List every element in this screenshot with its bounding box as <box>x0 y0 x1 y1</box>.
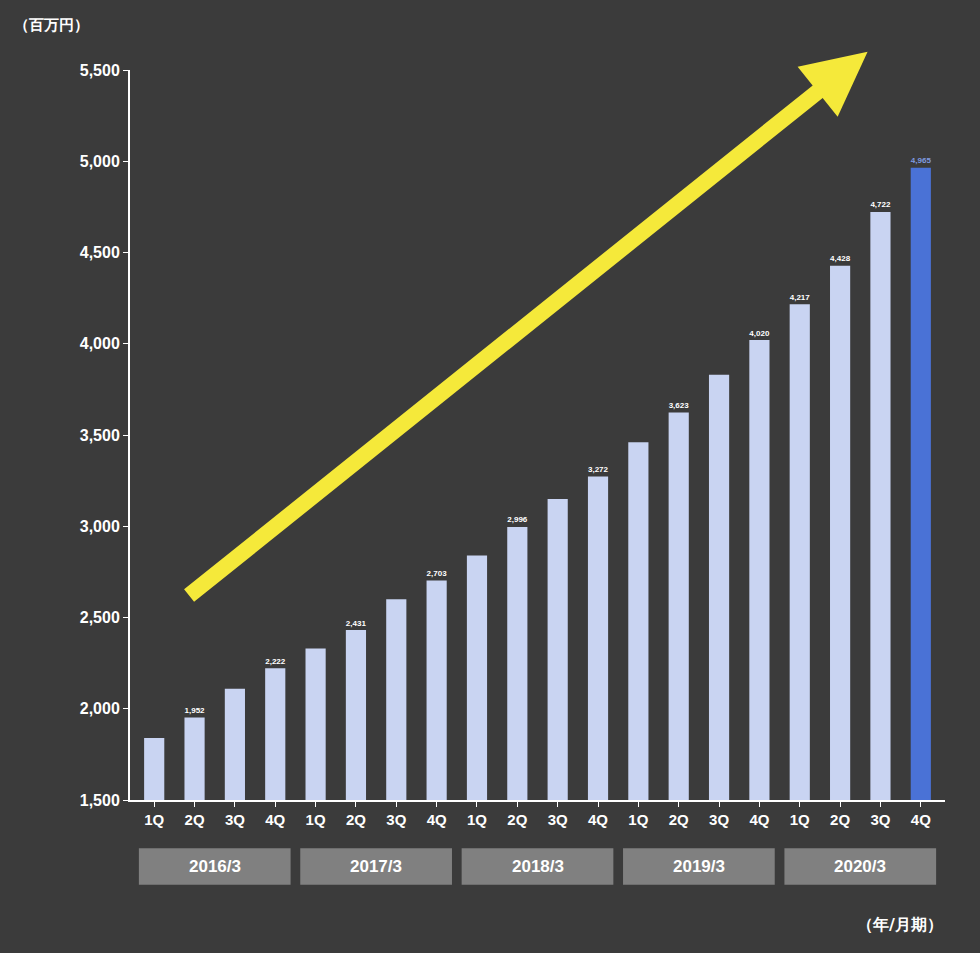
svg-text:2Q: 2Q <box>507 811 527 828</box>
svg-text:2,222: 2,222 <box>265 657 286 666</box>
svg-text:2019/3: 2019/3 <box>673 857 725 876</box>
svg-text:3,623: 3,623 <box>669 401 690 410</box>
svg-text:1,952: 1,952 <box>185 706 206 715</box>
svg-text:4,965: 4,965 <box>911 156 932 165</box>
svg-text:2Q: 2Q <box>669 811 689 828</box>
svg-text:2018/3: 2018/3 <box>512 857 564 876</box>
svg-text:3,500: 3,500 <box>80 427 120 444</box>
svg-text:3Q: 3Q <box>870 811 890 828</box>
svg-text:3,000: 3,000 <box>80 518 120 535</box>
svg-text:4Q: 4Q <box>911 811 931 828</box>
svg-text:3Q: 3Q <box>709 811 729 828</box>
svg-text:4Q: 4Q <box>265 811 285 828</box>
svg-text:5,500: 5,500 <box>80 62 120 79</box>
svg-text:4,217: 4,217 <box>790 293 811 302</box>
svg-text:1Q: 1Q <box>144 811 164 828</box>
svg-text:1Q: 1Q <box>628 811 648 828</box>
svg-text:3Q: 3Q <box>225 811 245 828</box>
svg-text:3,272: 3,272 <box>588 465 609 474</box>
svg-text:2,000: 2,000 <box>80 700 120 717</box>
svg-text:2,996: 2,996 <box>507 515 528 524</box>
svg-text:2Q: 2Q <box>830 811 850 828</box>
svg-text:4Q: 4Q <box>588 811 608 828</box>
svg-text:4Q: 4Q <box>749 811 769 828</box>
svg-text:4,722: 4,722 <box>870 200 891 209</box>
svg-text:2017/3: 2017/3 <box>350 857 402 876</box>
svg-text:2016/3: 2016/3 <box>189 857 241 876</box>
svg-text:2020/3: 2020/3 <box>834 857 886 876</box>
svg-text:4Q: 4Q <box>427 811 447 828</box>
svg-text:1Q: 1Q <box>790 811 810 828</box>
svg-text:4,428: 4,428 <box>830 254 851 263</box>
svg-text:1Q: 1Q <box>306 811 326 828</box>
svg-text:2Q: 2Q <box>185 811 205 828</box>
svg-text:5,000: 5,000 <box>80 153 120 170</box>
svg-text:2,703: 2,703 <box>427 569 448 578</box>
svg-text:2,500: 2,500 <box>80 609 120 626</box>
svg-text:1Q: 1Q <box>467 811 487 828</box>
svg-text:2,431: 2,431 <box>346 619 367 628</box>
svg-text:3Q: 3Q <box>386 811 406 828</box>
svg-text:（百万円）: （百万円） <box>14 16 89 34</box>
svg-text:（年/月期）: （年/月期） <box>857 915 943 934</box>
svg-text:2Q: 2Q <box>346 811 366 828</box>
svg-text:1,500: 1,500 <box>80 792 120 809</box>
svg-text:4,020: 4,020 <box>749 329 770 338</box>
svg-text:3Q: 3Q <box>548 811 568 828</box>
svg-text:4,500: 4,500 <box>80 244 120 261</box>
svg-text:4,000: 4,000 <box>80 335 120 352</box>
